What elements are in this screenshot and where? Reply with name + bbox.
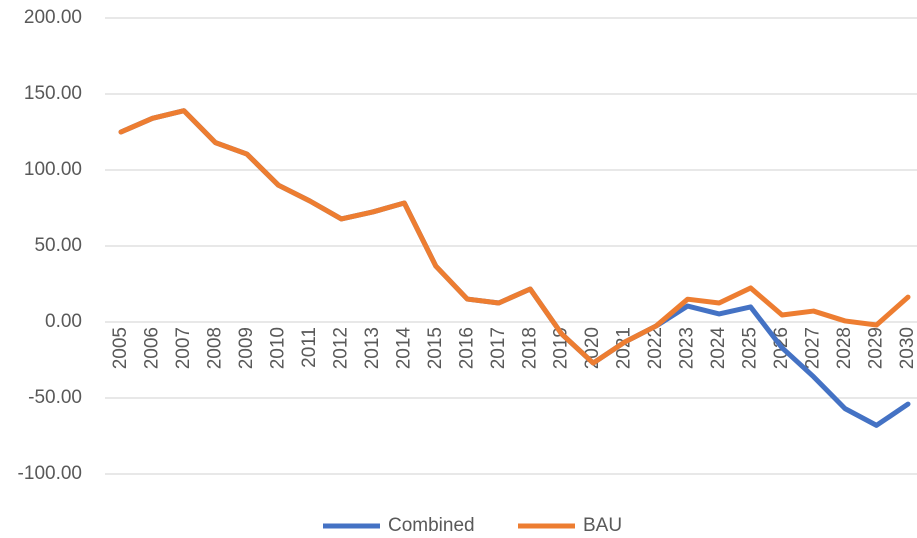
legend-label: BAU: [583, 515, 622, 536]
x-tick-label: 2011: [299, 327, 320, 368]
x-tick-label: 2010: [267, 327, 288, 369]
x-tick-label: 2014: [393, 327, 414, 370]
x-tick-label: 2013: [362, 327, 383, 369]
x-tick-label: 2018: [519, 327, 540, 369]
y-tick-label: -100.00: [18, 463, 82, 484]
y-tick-label: 100.00: [24, 159, 82, 180]
series-line: [118, 108, 911, 366]
x-tick-label: 2030: [897, 327, 917, 369]
y-tick-label: -50.00: [28, 387, 82, 408]
x-tick-label: 2008: [204, 327, 225, 369]
x-tick-label: 2017: [488, 327, 509, 369]
x-tick-label: 2009: [236, 327, 257, 369]
x-tick-label: 2029: [866, 327, 887, 369]
x-tick-label: 2023: [677, 327, 698, 369]
x-tick-label: 2022: [645, 327, 666, 369]
x-tick-label: 2025: [740, 327, 761, 369]
y-tick-label: 200.00: [24, 7, 82, 28]
legend-label: Combined: [388, 515, 475, 536]
x-tick-label: 2028: [834, 327, 855, 369]
x-tick-label: 2015: [425, 327, 446, 369]
y-tick-label: 0.00: [45, 311, 82, 332]
x-tick-label: 2006: [141, 327, 162, 369]
x-tick-label: 2016: [456, 327, 477, 369]
x-tick-label: 2027: [803, 327, 824, 369]
x-tick-label: 2024: [708, 327, 729, 370]
x-tick-label: 2005: [110, 327, 131, 369]
x-tick-label: 2012: [330, 327, 351, 369]
y-tick-label: 150.00: [24, 83, 82, 104]
y-tick-label: 50.00: [34, 235, 82, 256]
series-line: [118, 108, 911, 428]
x-tick-label: 2007: [173, 327, 194, 369]
